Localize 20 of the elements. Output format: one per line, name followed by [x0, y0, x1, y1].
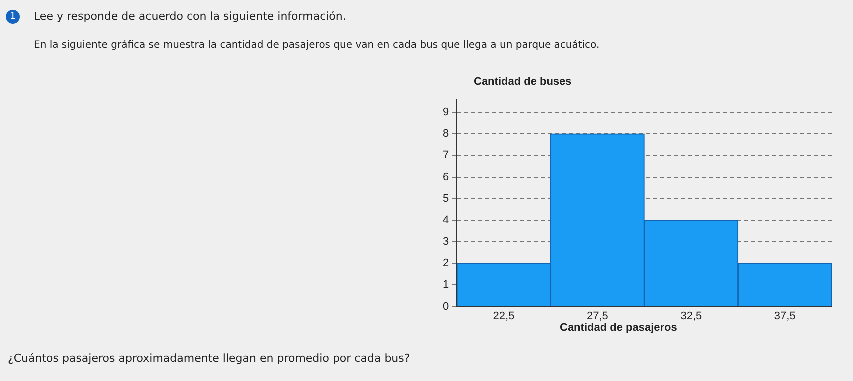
x-tick-label: 37,5 — [774, 310, 796, 322]
y-tick-label: 0 — [442, 300, 450, 313]
y-axis-title: Cantidad de buses — [474, 76, 572, 88]
text: 1 — [6, 10, 20, 24]
y-tick-label: 9 — [442, 106, 450, 119]
x-tick-label: 32,5 — [680, 310, 702, 322]
y-tick-label: 5 — [442, 192, 450, 205]
y-tick-label: 1 — [442, 279, 450, 292]
x-tick-label: 22,5 — [493, 310, 515, 322]
y-tick-label: 6 — [442, 171, 450, 184]
y-tick-label: 7 — [442, 150, 450, 162]
text: En la siguiente gráfica se muestra la cantidad de pasajeros que van en cada bus que llega a un parque acuático. — [34, 40, 600, 51]
x-axis-title: Cantidad de pasajeros — [560, 322, 678, 334]
y-tick-label: 4 — [442, 214, 450, 226]
y-tick-label: 2 — [442, 258, 450, 270]
y-tick-label: 3 — [442, 236, 450, 248]
text: Lee y responde de acuerdo con la siguiente información. — [34, 10, 346, 23]
y-tick-label: 8 — [442, 128, 450, 140]
x-tick-label: 27,5 — [586, 310, 608, 322]
text: ¿Cuántos pasajeros aproximadamente llegan en promedio por cada bus? — [8, 352, 410, 365]
